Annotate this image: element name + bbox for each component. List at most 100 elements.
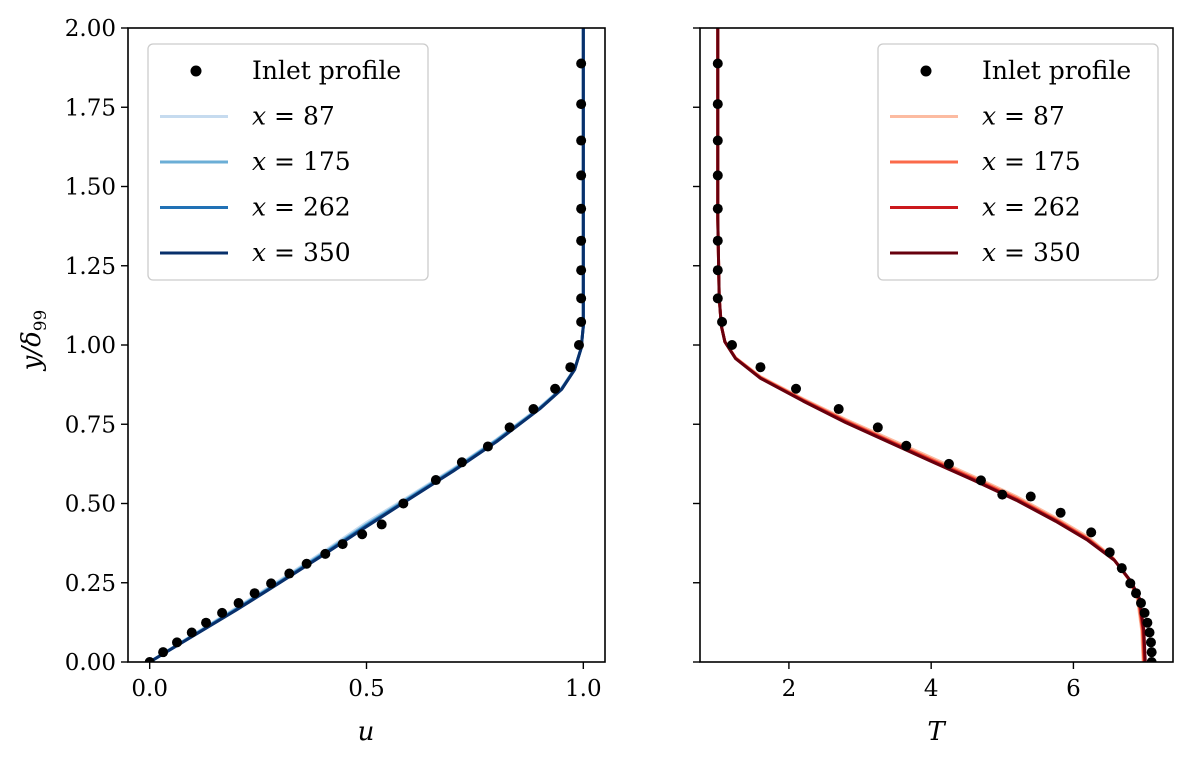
- left-y-tick-label: 0.00: [65, 650, 116, 676]
- left-inlet-point: [249, 588, 260, 599]
- right-inlet-point: [1144, 627, 1155, 638]
- right-inlet-point: [1104, 547, 1115, 558]
- left-inlet-point: [201, 617, 212, 628]
- right-inlet-point: [755, 362, 766, 373]
- legend-var: x: [982, 238, 996, 267]
- left-inlet-point: [456, 457, 467, 468]
- left-inlet-point: [550, 383, 561, 394]
- right-inlet-point: [1131, 588, 1142, 599]
- legend-value: = 175: [996, 147, 1081, 176]
- left-plot-area: [144, 28, 587, 662]
- left-y-tick-label: 0.50: [65, 492, 116, 518]
- right-inlet-point: [997, 489, 1008, 500]
- legend-value: = 175: [266, 147, 351, 176]
- left-legend-label-1: x = 87: [252, 102, 335, 131]
- left-inlet-point: [266, 578, 277, 589]
- left-y-tick-label: 1.75: [65, 95, 116, 121]
- right-legend-box: [877, 43, 1159, 281]
- left-inlet-point: [504, 422, 515, 433]
- right-inlet-point: [1086, 527, 1097, 538]
- left-panel: 0.0 0.5 1.0 0.00 0.25 0.50 0.75 1.00 1.25 1.50 1.…: [17, 16, 606, 747]
- legend-value: = 350: [266, 238, 351, 267]
- legend-var: x: [982, 147, 996, 176]
- right-inlet-point: [1055, 507, 1066, 518]
- left-inlet-point: [172, 637, 182, 648]
- right-x-tick-label: 2: [782, 676, 797, 702]
- right-inlet-point: [1139, 607, 1150, 618]
- legend-var: x: [252, 193, 266, 222]
- right-inlet-point: [872, 422, 883, 433]
- left-inlet-point: [576, 293, 587, 304]
- left-inlet-point: [576, 235, 587, 246]
- right-inlet-point: [712, 265, 723, 276]
- right-x-tick-label: 6: [1066, 676, 1081, 702]
- right-inlet-point: [1142, 617, 1153, 628]
- left-legend-inlet-label: Inlet profile: [252, 56, 401, 85]
- left-x-tick-label: 0.5: [348, 676, 385, 702]
- right-inlet-point: [791, 383, 802, 394]
- right-legend-label-2: x = 175: [982, 147, 1081, 176]
- legend-var: x: [252, 147, 266, 176]
- right-inlet-point: [975, 475, 986, 486]
- left-inlet-point: [565, 362, 576, 373]
- right-inlet-point: [901, 440, 912, 451]
- right-x-axis-label: T: [927, 717, 946, 747]
- left-inlet-point: [573, 340, 584, 350]
- left-x-ticks: 0.0 0.5 1.0: [131, 662, 602, 702]
- right-inlet-point: [1146, 657, 1157, 662]
- right-inlet-point: [712, 293, 723, 304]
- left-inlet-point: [337, 539, 348, 550]
- right-y-ticks: [693, 27, 700, 663]
- y-label-main: y/δ: [17, 331, 47, 371]
- left-y-ticks: 0.00 0.25 0.50 0.75 1.00 1.25 1.50 1.75 2.00: [65, 16, 128, 676]
- left-inlet-point: [320, 548, 331, 559]
- right-inlet-point: [712, 99, 723, 110]
- left-legend-inlet-marker: [190, 65, 202, 77]
- left-inlet-point: [357, 529, 368, 540]
- left-inlet-point: [576, 170, 587, 181]
- left-y-tick-label: 0.75: [65, 412, 116, 438]
- left-inlet-point: [576, 135, 587, 146]
- legend-value: = 262: [996, 193, 1081, 222]
- legend-value: = 87: [266, 102, 335, 131]
- legend-var: x: [252, 238, 266, 267]
- legend-var: x: [982, 102, 996, 131]
- left-x-tick-label: 1.0: [565, 676, 602, 702]
- right-inlet-point: [712, 203, 723, 214]
- right-legend-inlet-label: Inlet profile: [982, 56, 1131, 85]
- left-inlet-point: [144, 657, 155, 662]
- left-inlet-point: [576, 265, 587, 276]
- left-inlet-point: [186, 627, 197, 638]
- left-y-tick-label: 2.00: [65, 16, 116, 42]
- left-x-tick-label: 0.0: [131, 676, 168, 702]
- left-inlet-point: [576, 203, 587, 214]
- right-legend-label-4: x = 350: [982, 238, 1081, 267]
- right-inlet-point: [943, 458, 954, 469]
- legend-var: x: [982, 193, 996, 222]
- left-y-tick-label: 0.25: [65, 571, 116, 597]
- left-y-tick-label: 1.25: [65, 254, 116, 280]
- left-y-tick-label: 1.50: [65, 175, 116, 201]
- left-inlet-point: [398, 498, 409, 509]
- right-plot-area: [712, 28, 1157, 662]
- right-inlet-point: [712, 170, 723, 181]
- right-inlet-point: [1146, 647, 1157, 658]
- left-inlet-point: [158, 647, 169, 658]
- left-inlet-point: [576, 99, 587, 110]
- right-series-line-4: [716, 28, 1147, 662]
- right-inlet-point: [833, 404, 844, 415]
- legend-value: = 350: [996, 238, 1081, 267]
- left-inlet-point: [284, 568, 295, 579]
- right-x-tick-label: 4: [924, 676, 939, 702]
- right-inlet-point: [1025, 491, 1036, 502]
- left-inlet-point: [528, 404, 539, 415]
- left-inlet-point: [217, 607, 228, 618]
- right-inlet-point: [712, 58, 723, 69]
- right-legend-label-1: x = 87: [982, 102, 1065, 131]
- legend-var: x: [252, 102, 266, 131]
- left-x-axis-label: u: [358, 717, 375, 747]
